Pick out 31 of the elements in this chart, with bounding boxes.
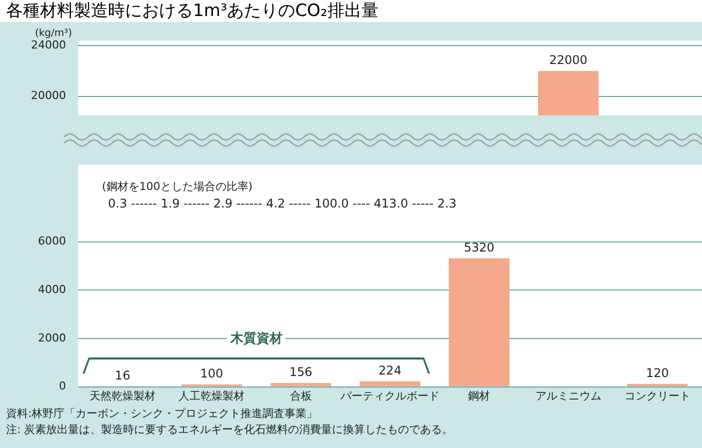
text: 注: 炭素放出量は、製造時に要するエネルギーを化石燃料の消費量に換算したものである。: [6, 422, 454, 438]
data-label: 16: [114, 368, 130, 383]
y-tick-label: 2000: [38, 331, 66, 344]
x-tick-label: 天然乾燥製材: [90, 389, 156, 402]
x-tick-label: コンクリート: [624, 389, 690, 402]
bar: [627, 384, 688, 386]
y-tick-label: 6000: [38, 234, 66, 248]
data-label: 120: [646, 366, 669, 380]
bar: [448, 258, 510, 386]
x-tick-label: 鋼材: [468, 389, 490, 402]
x-tick-label: 人工乾燥製材: [178, 389, 245, 402]
annotation: 木質資材: [229, 330, 282, 346]
y-tick-label: 4000: [38, 283, 66, 296]
data-label: 22000: [549, 53, 588, 68]
text: 資料:林野庁「カーボン・シンク・プロジェクト推進調査事業」: [6, 406, 319, 422]
x-tick-label: パーティクルボード: [340, 389, 440, 402]
x-tick-label: 合板: [290, 389, 312, 402]
data-label: 156: [289, 365, 312, 380]
bar: [360, 381, 420, 386]
bar: [270, 383, 332, 386]
chart-title: 各種材料製造時における1m³あたりのCO₂排出量: [0, 0, 702, 22]
y-tick-label: 0: [59, 380, 66, 393]
annotation: (鋼材を100とした場合の比率): [102, 180, 253, 193]
y-tick-label: 20000: [31, 89, 66, 102]
y-axis-title: (kg/m³): [34, 28, 72, 40]
x-tick-label: アルミニウム: [535, 389, 602, 402]
data-label: 100: [200, 366, 224, 381]
y-tick-label: 24000: [31, 38, 66, 52]
data-label: 224: [378, 364, 402, 378]
annotation: 0.3 ------ 1.9 ------ 2.9 ------ 4.2 ----- 100.0 ---- 413.0 ----- 2.3: [108, 196, 456, 211]
data-label: 5320: [464, 240, 494, 254]
